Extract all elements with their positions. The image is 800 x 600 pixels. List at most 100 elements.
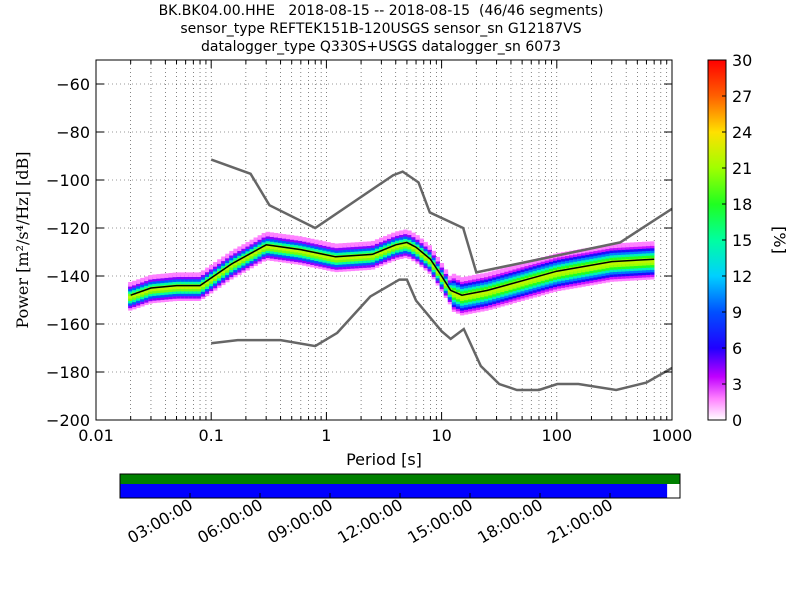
psd-bin bbox=[128, 306, 133, 311]
psd-bin bbox=[561, 276, 566, 281]
psd-bin bbox=[354, 242, 360, 247]
psd-bin bbox=[298, 245, 303, 251]
psd-bin bbox=[528, 274, 534, 280]
psd-bin bbox=[334, 265, 339, 270]
psd-bin bbox=[597, 255, 602, 260]
psd-bin bbox=[196, 277, 202, 282]
psd-bin bbox=[302, 258, 307, 264]
psd-bin bbox=[621, 257, 627, 262]
psd-bin bbox=[249, 244, 254, 250]
psd-bin bbox=[233, 255, 238, 261]
psd-bin bbox=[476, 274, 481, 279]
psd-bin bbox=[188, 294, 194, 299]
psd-bin bbox=[403, 253, 408, 259]
psd-bin bbox=[419, 252, 424, 258]
psd-bin bbox=[391, 232, 396, 238]
psd-bin bbox=[374, 258, 380, 264]
psd-bin bbox=[544, 275, 550, 280]
psd-bin bbox=[387, 246, 392, 251]
psd-bin bbox=[561, 278, 566, 284]
psd-bin bbox=[184, 286, 190, 292]
psd-bin bbox=[423, 256, 428, 261]
psd-bin bbox=[625, 247, 631, 253]
psd-bin bbox=[306, 254, 311, 260]
psd-bin bbox=[540, 278, 546, 284]
psd-bin bbox=[617, 262, 623, 267]
psd-bin bbox=[468, 292, 473, 298]
psd-bin bbox=[370, 245, 376, 251]
y-tick-label: −60 bbox=[56, 75, 90, 94]
psd-bin bbox=[225, 263, 230, 268]
psd-bin bbox=[447, 275, 453, 281]
psd-bin bbox=[565, 258, 570, 264]
psd-bin bbox=[241, 265, 246, 271]
psd-bin bbox=[468, 309, 473, 314]
psd-bin bbox=[569, 265, 574, 270]
psd-bin bbox=[455, 301, 461, 307]
psd-bin bbox=[532, 276, 538, 281]
psd-bin bbox=[281, 236, 287, 242]
psd-bin bbox=[484, 272, 489, 278]
psd-bin bbox=[637, 244, 643, 250]
psd-bin bbox=[609, 262, 614, 268]
psd-bin bbox=[237, 251, 242, 256]
psd-bin bbox=[565, 268, 570, 273]
psd-bin bbox=[350, 254, 356, 260]
psd-bin bbox=[196, 272, 202, 277]
psd-bin bbox=[516, 266, 521, 271]
psd-bin bbox=[192, 294, 198, 299]
psd-bin bbox=[581, 274, 586, 280]
psd-bin bbox=[314, 244, 319, 250]
psd-bin bbox=[213, 262, 218, 267]
psd-bin bbox=[310, 238, 315, 244]
psd-bin bbox=[180, 289, 186, 294]
psd-bin bbox=[496, 288, 501, 294]
psd-bin bbox=[318, 247, 323, 253]
psd-bin bbox=[314, 246, 319, 252]
psd-bin bbox=[419, 262, 424, 268]
psd-bin bbox=[496, 271, 501, 277]
psd-bin bbox=[524, 292, 530, 298]
psd-bin bbox=[650, 241, 655, 246]
psd-bin bbox=[573, 269, 578, 274]
psd-bin bbox=[378, 252, 384, 257]
psd-bin bbox=[504, 295, 509, 301]
psd-bin bbox=[225, 253, 230, 259]
psd-bin bbox=[463, 278, 469, 284]
psd-bin bbox=[156, 283, 161, 289]
psd-bin bbox=[427, 259, 432, 265]
psd-bin bbox=[229, 253, 234, 258]
psd-bin bbox=[431, 250, 436, 256]
psd-bin bbox=[265, 253, 271, 259]
psd-bin bbox=[310, 245, 315, 251]
psd-bin bbox=[585, 281, 590, 287]
psd-bin bbox=[561, 283, 566, 288]
psd-bin bbox=[431, 257, 436, 263]
psd-bin bbox=[354, 259, 360, 264]
psd-bin bbox=[548, 264, 554, 270]
psd-bin bbox=[399, 232, 404, 238]
psd-bin bbox=[613, 269, 619, 275]
psd-bin bbox=[642, 258, 647, 264]
colorbar-tick-label: 18 bbox=[732, 195, 752, 214]
psd-bin bbox=[221, 263, 226, 269]
y-tick-label: −80 bbox=[56, 123, 90, 142]
psd-bin bbox=[366, 251, 372, 256]
psd-bin bbox=[407, 247, 412, 252]
psd-bin bbox=[528, 267, 534, 273]
psd-bin bbox=[204, 286, 210, 292]
time-coverage-bar: 03:00:0006:00:0009:00:0012:00:0015:00:00… bbox=[119, 473, 681, 547]
psd-bin bbox=[164, 297, 169, 302]
psd-bin bbox=[548, 271, 554, 277]
psd-bin bbox=[480, 294, 485, 300]
psd-bin bbox=[532, 290, 538, 296]
psd-bin bbox=[646, 272, 651, 278]
psd-bin bbox=[625, 252, 631, 257]
psd-bin bbox=[646, 270, 651, 275]
psd-bin bbox=[601, 264, 606, 269]
psd-bin bbox=[565, 280, 570, 285]
psd-bin bbox=[294, 250, 299, 255]
psd-bin bbox=[184, 279, 190, 285]
psd-bin bbox=[629, 271, 635, 276]
psd-bin bbox=[350, 266, 356, 272]
